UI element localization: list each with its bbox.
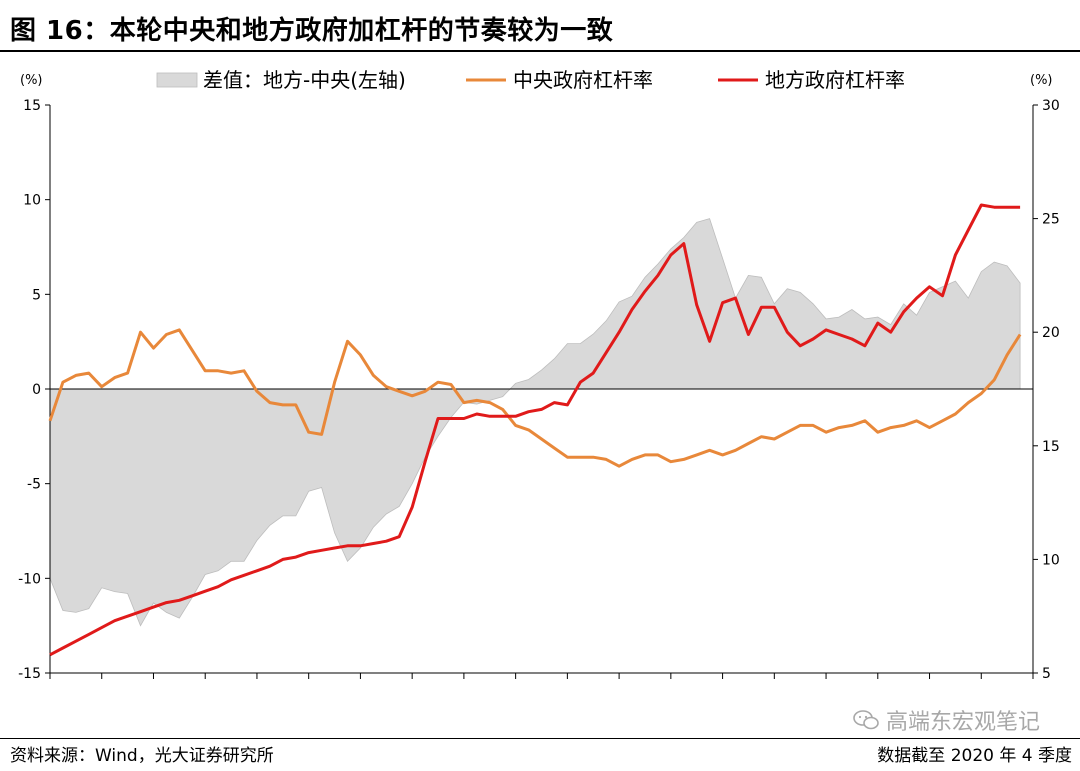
left-axis-tick-label: -15 [18, 666, 41, 682]
footer-divider [0, 738, 1080, 739]
title-divider [0, 50, 1080, 52]
chart-title: 图 16：本轮中央和地方政府加杠杆的节奏较为一致 [10, 16, 614, 46]
lines-layer [48, 203, 1022, 657]
watermark-text: 高端东宏观笔记 [885, 710, 1040, 735]
left-axis-tick-label: -10 [18, 571, 41, 587]
wechat-icon [853, 710, 879, 730]
right-axis-tick-label: 30 [1042, 98, 1060, 114]
watermark: 高端东宏观笔记 [852, 704, 1040, 736]
series-local-line [49, 203, 1021, 657]
right-axis-tick-label: 15 [1042, 439, 1060, 455]
right-axis-tick-label: 5 [1042, 666, 1051, 682]
source-note: 资料来源：Wind，光大证券研究所 [10, 746, 274, 766]
left-axis-tick-label: 15 [23, 98, 41, 114]
data-cutoff-note: 数据截至 2020 年 4 季度 [877, 746, 1072, 766]
left-axis-tick-label: 0 [32, 382, 41, 398]
left-axis-tick-label: 10 [23, 193, 41, 209]
series-diff-area [49, 218, 1021, 627]
right-axis-tick-label: 20 [1042, 325, 1060, 341]
right-axis-unit: (%) [1030, 73, 1053, 88]
left-axis-tick-label: 5 [32, 287, 41, 303]
diff-area-layer [49, 218, 1021, 627]
right-axis-tick-label: 10 [1042, 552, 1060, 568]
series-central-line [48, 328, 1022, 468]
legend-label-central: 中央政府杠杆率 [513, 68, 653, 92]
right-axis-tick-label: 25 [1042, 212, 1060, 228]
legend-label-local: 地方政府杠杆率 [765, 68, 905, 92]
ticks-layer: 151050-5-10-15(%)30252015105(%)200220032… [18, 73, 1060, 682]
chart: 差值：地方-中央(左轴) 中央政府杠杆率 地方政府杠杆率 15 10 5 0 -5 -10 -1… [18, 68, 1060, 682]
legend-label-diff: 差值：地方-中央(左轴) [203, 68, 406, 92]
left-axis-tick-label: -5 [27, 477, 41, 493]
legend-swatch-diff [156, 72, 198, 88]
legend: 差值：地方-中央(左轴) 中央政府杠杆率 地方政府杠杆率 [156, 68, 905, 92]
left-axis-unit: (%) [20, 73, 43, 88]
